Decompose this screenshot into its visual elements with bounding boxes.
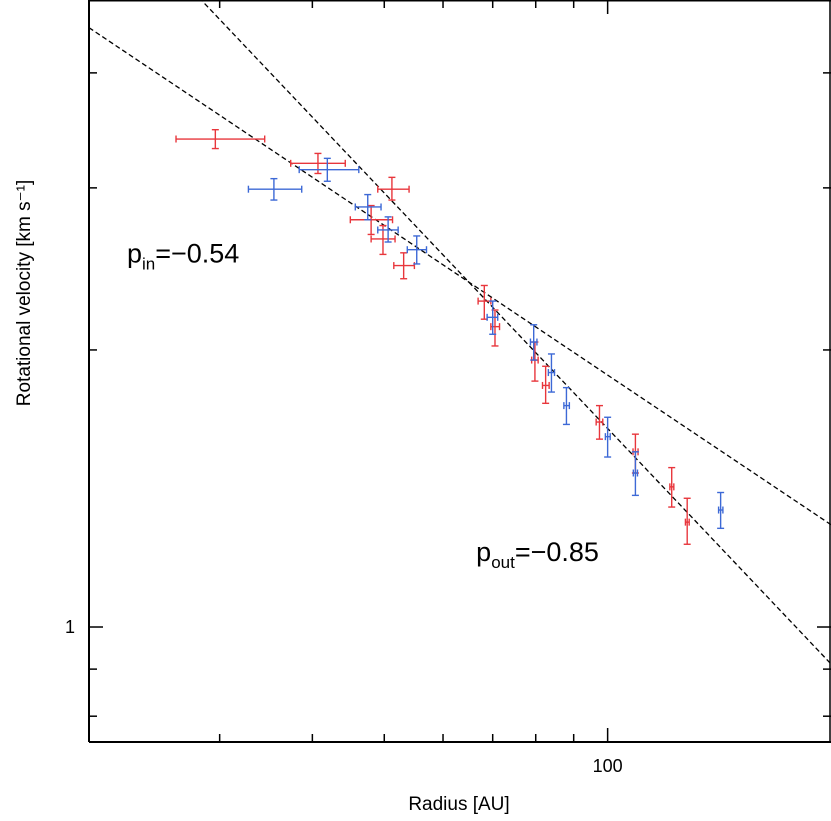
blue-data-point xyxy=(562,386,571,426)
blue-data-point xyxy=(486,300,499,335)
red-data-point xyxy=(290,152,346,175)
red-data-point xyxy=(668,466,676,508)
outer-slope-label: pout=−0.85 xyxy=(476,537,599,572)
x-axis-title: Radius [AU] xyxy=(408,794,509,815)
red-data-point xyxy=(595,404,604,440)
blue-data-point xyxy=(354,193,382,221)
annotations: pin=−0.54 pout=−0.85 xyxy=(127,238,599,571)
blue-data-point xyxy=(631,451,639,497)
red-data-point xyxy=(377,176,410,201)
y-tick-label: 1 xyxy=(65,617,75,637)
blue-data-point xyxy=(247,177,303,201)
x-tick-label: 100 xyxy=(593,756,623,776)
outer-fit-line xyxy=(200,0,831,665)
blue-data-point xyxy=(547,353,556,393)
blue-data-point xyxy=(529,324,538,361)
inner-fit-line xyxy=(89,27,831,526)
blue-data-point xyxy=(298,157,360,182)
blue-data-point xyxy=(377,216,399,243)
fit-lines xyxy=(89,0,831,665)
tick-labels: 100 1 xyxy=(65,617,623,776)
data-points xyxy=(175,128,725,545)
axis-ticks xyxy=(89,0,831,742)
inner-slope-label: pin=−0.54 xyxy=(127,238,239,273)
blue-data-point xyxy=(717,491,725,530)
blue-data-point xyxy=(406,235,428,265)
y-axis-title: Rotational velocity [km s⁻¹] xyxy=(14,180,35,407)
red-data-point xyxy=(530,341,539,382)
red-data-point xyxy=(393,252,416,280)
blue-data-point xyxy=(604,416,612,458)
red-data-point xyxy=(477,284,492,320)
plot-axes xyxy=(88,0,831,743)
red-data-point xyxy=(683,497,691,545)
red-data-point xyxy=(175,128,266,150)
red-data-point xyxy=(541,365,550,405)
